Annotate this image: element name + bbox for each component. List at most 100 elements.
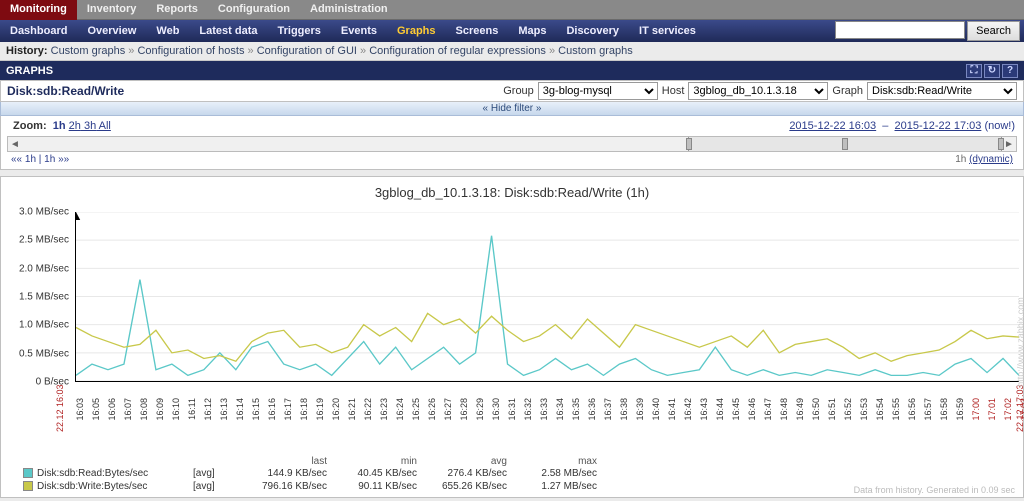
- hide-filter-toggle[interactable]: « Hide filter »: [0, 102, 1024, 116]
- x-tick: 16:12: [203, 398, 213, 421]
- series-line: [76, 313, 1019, 361]
- y-axis: 3.0 MB/sec2.5 MB/sec2.0 MB/sec1.5 MB/sec…: [5, 206, 75, 396]
- x-tick: 16:14: [235, 398, 245, 421]
- chart-title: 3gblog_db_10.1.3.18: Disk:sdb:Read/Write…: [5, 185, 1019, 200]
- time-slider[interactable]: ◄ ►: [7, 136, 1017, 152]
- top-tab-reports[interactable]: Reports: [146, 0, 208, 20]
- x-tick: 16:05: [91, 398, 101, 421]
- y-tick: 2.5 MB/sec: [19, 235, 69, 246]
- group-select[interactable]: 3g-blog-mysql: [538, 82, 658, 100]
- search-input[interactable]: [835, 21, 965, 39]
- x-tick: 16:44: [715, 398, 725, 421]
- history-link[interactable]: Configuration of hosts: [137, 45, 244, 57]
- y-tick: 0.5 MB/sec: [19, 348, 69, 359]
- x-tick: 17:01: [987, 398, 997, 421]
- fullscreen-icon[interactable]: ⛶: [966, 64, 982, 78]
- slider-handle-left[interactable]: [686, 138, 692, 150]
- group-label: Group: [503, 85, 534, 97]
- nav-latest-data[interactable]: Latest data: [189, 25, 267, 37]
- x-tick: 16:48: [779, 398, 789, 421]
- x-tick: 16:45: [731, 398, 741, 421]
- chart-container: 3gblog_db_10.1.3.18: Disk:sdb:Read/Write…: [0, 176, 1024, 498]
- history-link[interactable]: Custom graphs: [558, 45, 633, 57]
- x-tick: 16:38: [619, 398, 629, 421]
- top-tab-configuration[interactable]: Configuration: [208, 0, 300, 20]
- time-from[interactable]: 2015-12-22 16:03: [789, 120, 876, 132]
- y-tick: 2.0 MB/sec: [19, 263, 69, 274]
- x-tick: 16:06: [107, 398, 117, 421]
- plot-area: [75, 212, 1019, 382]
- date-right: 22.12 17:03: [1015, 384, 1024, 432]
- history-label: History:: [6, 45, 48, 57]
- x-tick: 16:29: [475, 398, 485, 421]
- sub-nav: DashboardOverviewWebLatest dataTriggersE…: [0, 20, 1024, 42]
- graph-label: Graph: [832, 85, 863, 97]
- slider-handle-mid[interactable]: [842, 138, 848, 150]
- nav-triggers[interactable]: Triggers: [268, 25, 331, 37]
- x-tick: 16:11: [187, 398, 197, 420]
- nav-graphs[interactable]: Graphs: [387, 25, 446, 37]
- slider-left-icon[interactable]: ◄: [8, 137, 22, 151]
- x-tick: 16:15: [251, 398, 261, 421]
- page-title: Disk:sdb:Read/Write: [7, 84, 124, 98]
- history-bar: History: Custom graphs » Configuration o…: [0, 42, 1024, 61]
- history-link[interactable]: Configuration of GUI: [257, 45, 357, 57]
- x-tick: 16:55: [891, 398, 901, 421]
- top-tab-monitoring[interactable]: Monitoring: [0, 0, 77, 20]
- x-tick: 16:43: [699, 398, 709, 421]
- x-tick: 16:20: [331, 398, 341, 421]
- x-tick: 16:03: [75, 398, 85, 421]
- top-tab-administration[interactable]: Administration: [300, 0, 398, 20]
- x-tick: 16:10: [171, 398, 181, 421]
- date-left: 22.12 16:03: [55, 384, 65, 432]
- top-tabs: MonitoringInventoryReportsConfigurationA…: [0, 0, 1024, 20]
- x-tick: 16:35: [571, 398, 581, 421]
- x-tick: 16:09: [155, 398, 165, 421]
- zoom-nav-right[interactable]: 1h (dynamic): [955, 154, 1013, 165]
- slider-right-icon[interactable]: ►: [1002, 137, 1016, 151]
- nav-overview[interactable]: Overview: [77, 25, 146, 37]
- x-tick: 16:37: [603, 398, 613, 421]
- nav-it-services[interactable]: IT services: [629, 25, 706, 37]
- nav-maps[interactable]: Maps: [508, 25, 556, 37]
- nav-dashboard[interactable]: Dashboard: [0, 25, 77, 37]
- x-tick: 16:49: [795, 398, 805, 421]
- help-icon[interactable]: ?: [1002, 64, 1018, 78]
- graphs-title: GRAPHS: [6, 65, 53, 77]
- zoom-block: Zoom: 1h 2h 3h All 2015-12-22 16:03 – 20…: [0, 116, 1024, 170]
- x-tick: 16:13: [219, 398, 229, 421]
- nav-discovery[interactable]: Discovery: [556, 25, 629, 37]
- x-tick: 16:26: [427, 398, 437, 421]
- zoom-link-All[interactable]: All: [96, 120, 111, 132]
- footer-note: Data from history. Generated in 0.09 sec: [854, 485, 1015, 495]
- x-tick: 16:59: [955, 398, 965, 421]
- history-link[interactable]: Custom graphs: [51, 45, 126, 57]
- x-tick: 16:58: [939, 398, 949, 421]
- x-tick: 17:00: [971, 398, 981, 421]
- x-tick: 16:17: [283, 398, 293, 421]
- legend-row: Disk:sdb:Read:Bytes/sec[avg]144.9 KB/sec…: [23, 467, 1019, 480]
- search-button[interactable]: Search: [967, 21, 1020, 41]
- host-select[interactable]: 3gblog_db_10.1.3.18: [688, 82, 828, 100]
- x-tick: 16:31: [507, 398, 517, 421]
- legend-swatch: [23, 481, 33, 491]
- zoom-nav-left[interactable]: «« 1h | 1h »»: [11, 154, 69, 165]
- nav-screens[interactable]: Screens: [446, 25, 509, 37]
- x-tick: 16:24: [395, 398, 405, 421]
- x-tick: 16:32: [523, 398, 533, 421]
- x-tick: 17:02: [1003, 398, 1013, 421]
- nav-events[interactable]: Events: [331, 25, 387, 37]
- graph-select[interactable]: Disk:sdb:Read/Write: [867, 82, 1017, 100]
- nav-web[interactable]: Web: [146, 25, 189, 37]
- top-tab-inventory[interactable]: Inventory: [77, 0, 147, 20]
- x-tick: 16:36: [587, 398, 597, 421]
- zoom-link-2h[interactable]: 2h: [69, 120, 81, 132]
- x-tick: 16:40: [651, 398, 661, 421]
- x-tick: 16:33: [539, 398, 549, 421]
- time-to[interactable]: 2015-12-22 17:03: [895, 120, 982, 132]
- history-link[interactable]: Configuration of regular expressions: [369, 45, 546, 57]
- x-tick: 16:07: [123, 398, 133, 421]
- refresh-icon[interactable]: ↻: [984, 64, 1000, 78]
- slider-selection[interactable]: [688, 137, 1002, 151]
- zoom-link-3h[interactable]: 3h: [81, 120, 96, 132]
